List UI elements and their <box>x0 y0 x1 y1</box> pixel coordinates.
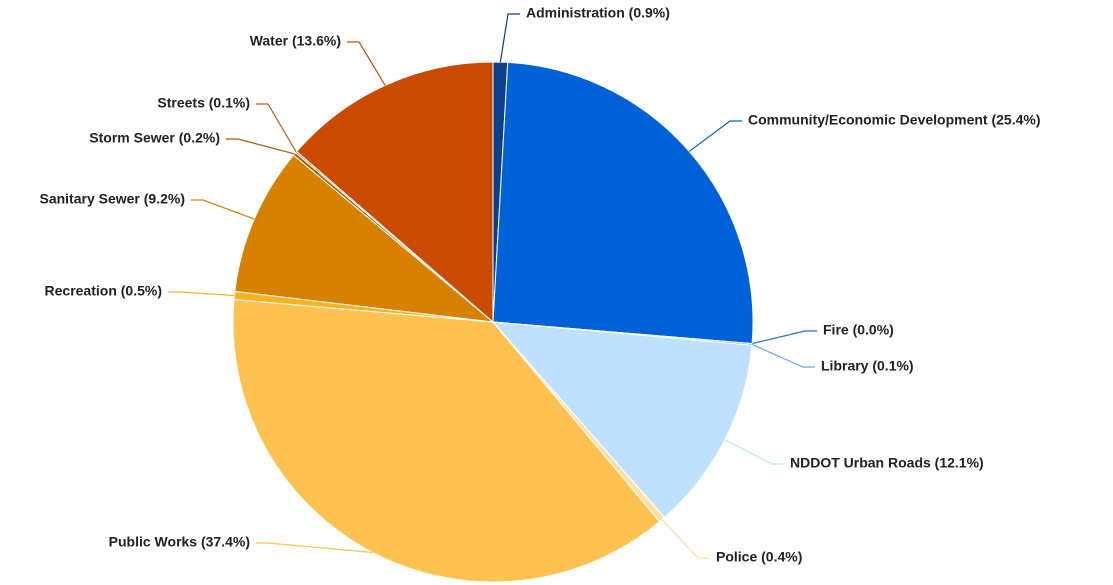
leader-line <box>168 291 235 297</box>
slice-label: Streets (0.1%) <box>157 95 250 111</box>
slice-label: Administration (0.9%) <box>526 5 670 21</box>
slice-label: Public Works (37.4%) <box>109 534 250 550</box>
leader-line <box>688 120 742 152</box>
leader-line <box>751 330 817 345</box>
pie-slice <box>491 321 753 519</box>
leader-line <box>499 13 520 63</box>
leader-line <box>191 199 255 220</box>
leader-line <box>751 343 815 368</box>
leader-line <box>256 542 373 554</box>
pie-slice <box>492 61 754 345</box>
slice-label: Recreation (0.5%) <box>45 283 162 299</box>
leader-line <box>724 439 784 465</box>
slice-label: Fire (0.0%) <box>823 322 894 338</box>
slice-label: NDDOT Urban Roads (12.1%) <box>790 455 984 471</box>
pie-slice <box>296 61 494 324</box>
slice-label: Library (0.1%) <box>821 358 914 374</box>
slice-label: Community/Economic Development (25.4%) <box>748 112 1041 128</box>
leader-line <box>256 103 297 153</box>
pie-slice <box>232 299 661 583</box>
leader-line <box>661 519 710 559</box>
slice-label: Police (0.4%) <box>716 549 802 565</box>
slice-label: Storm Sewer (0.2%) <box>89 130 220 146</box>
pie-slice <box>234 154 495 323</box>
leader-line <box>226 138 295 155</box>
leader-line <box>347 41 386 86</box>
slice-label: Sanitary Sewer (9.2%) <box>39 191 185 207</box>
slice-label: Water (13.6%) <box>250 33 341 49</box>
